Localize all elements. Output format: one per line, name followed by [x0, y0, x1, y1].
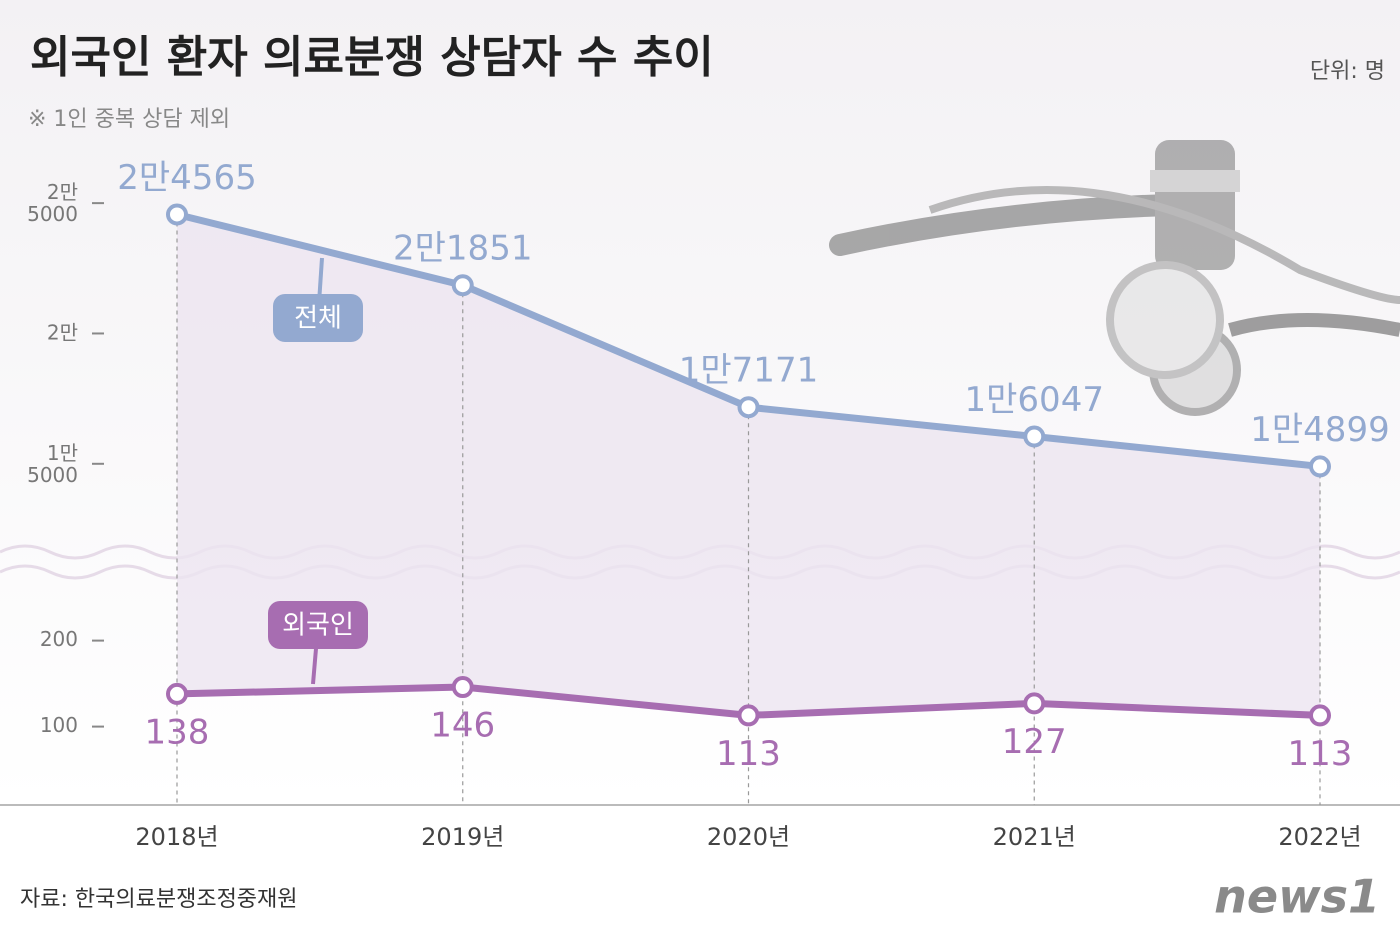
- data-label: 146: [430, 706, 495, 746]
- data-label: 113: [716, 734, 781, 774]
- unit-label: 단위: 명: [1310, 59, 1385, 84]
- legend-box: [268, 601, 368, 649]
- data-label: 113: [1288, 734, 1353, 774]
- point: [737, 704, 760, 727]
- y2-tick-label: 200: [40, 627, 78, 651]
- point: [1023, 425, 1046, 448]
- logo: news1: [1214, 870, 1380, 924]
- point: [166, 682, 188, 705]
- x-tick-label: 2022년: [1278, 823, 1361, 851]
- chart-title: 외국인 환자 의료분쟁 상담자 수 추이: [30, 32, 714, 83]
- point: [166, 203, 188, 226]
- legend-label: 전체: [294, 304, 342, 334]
- point: [737, 396, 760, 419]
- point: [1023, 692, 1046, 715]
- x-tick-label: 2020년: [707, 823, 790, 851]
- x-tick-label: 2018년: [135, 823, 218, 851]
- source: 자료: 한국의료분쟁조정중재원: [20, 887, 298, 912]
- data-label: 1만6047: [965, 380, 1104, 420]
- y-tick-label: 2만 5000: [27, 180, 78, 226]
- point: [451, 676, 474, 699]
- x-tick-label: 2019년: [421, 823, 504, 851]
- data-label: 1만4899: [1250, 410, 1389, 450]
- y-tick-label: 1만 5000: [27, 440, 78, 486]
- illustration: [829, 140, 1400, 416]
- data-label: 1만7171: [679, 351, 818, 391]
- y2-tick-label: 100: [40, 713, 78, 737]
- legend-box: [273, 294, 363, 342]
- point: [1309, 455, 1331, 478]
- y-tick-label: 2만: [47, 320, 78, 344]
- x-tick-label: 2021년: [993, 823, 1076, 851]
- point: [1309, 704, 1331, 727]
- data-label: 2만1851: [393, 229, 532, 269]
- subtitle: ※ 1인 중복 상담 제외: [28, 107, 230, 132]
- data-label: 138: [145, 712, 210, 752]
- data-label: 127: [1002, 722, 1067, 762]
- data-label: 2만4565: [117, 158, 256, 198]
- legend-label: 외국인: [282, 611, 354, 641]
- point: [451, 274, 474, 297]
- footer-bg: [0, 805, 1400, 950]
